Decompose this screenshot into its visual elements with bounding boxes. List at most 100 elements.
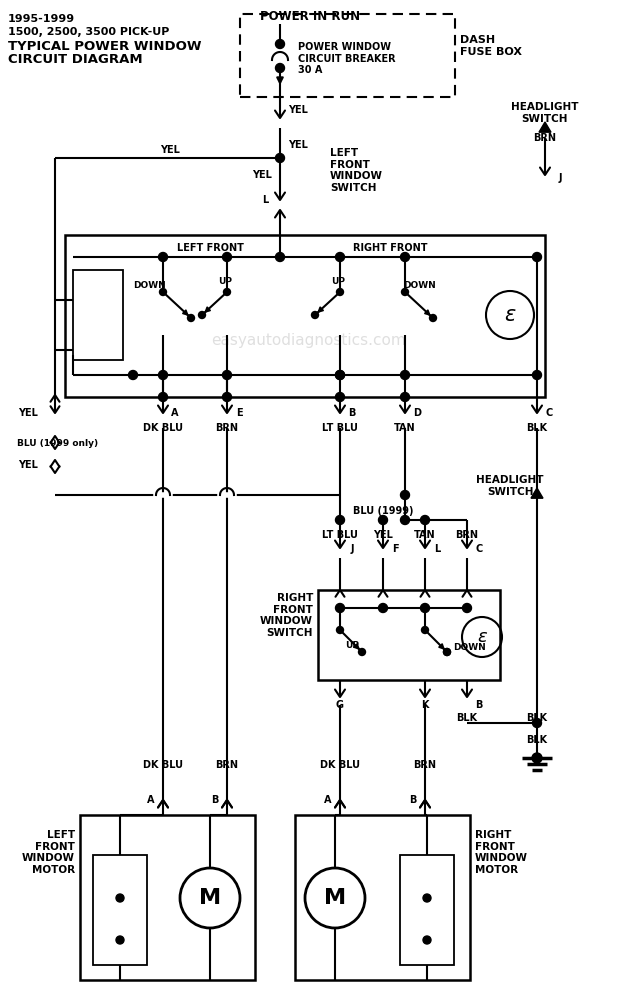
Circle shape — [336, 392, 344, 401]
Text: BRN: BRN — [216, 760, 239, 770]
Bar — [400, 855, 454, 965]
Text: BRN: BRN — [216, 423, 239, 433]
Circle shape — [358, 648, 365, 656]
Text: CIRCUIT DIAGRAM: CIRCUIT DIAGRAM — [8, 53, 143, 66]
Circle shape — [187, 314, 195, 322]
Circle shape — [276, 252, 284, 261]
Text: TAN: TAN — [394, 423, 416, 433]
Circle shape — [444, 648, 451, 656]
Text: UP: UP — [345, 641, 359, 650]
Circle shape — [378, 516, 387, 524]
Text: RIGHT
FRONT
WINDOW
SWITCH: RIGHT FRONT WINDOW SWITCH — [260, 593, 313, 638]
Text: YEL: YEL — [18, 460, 38, 470]
Text: RIGHT
FRONT
WINDOW
MOTOR: RIGHT FRONT WINDOW MOTOR — [475, 830, 528, 875]
Circle shape — [336, 370, 344, 379]
Text: ε: ε — [477, 628, 487, 646]
Text: YEL: YEL — [288, 140, 308, 150]
Text: YEL: YEL — [288, 105, 308, 115]
Text: DOWN: DOWN — [133, 280, 166, 290]
Text: LEFT
FRONT
WINDOW
MOTOR: LEFT FRONT WINDOW MOTOR — [22, 830, 75, 875]
Polygon shape — [531, 488, 543, 498]
Circle shape — [158, 392, 167, 401]
Text: DOWN: DOWN — [453, 643, 486, 652]
Circle shape — [224, 288, 231, 296]
Circle shape — [222, 392, 232, 401]
Bar — [240, 14, 455, 97]
Text: M: M — [324, 888, 346, 908]
Text: BRN: BRN — [533, 133, 556, 143]
Text: E: E — [235, 408, 242, 418]
Text: BLK: BLK — [527, 713, 548, 723]
Polygon shape — [539, 122, 551, 132]
Text: F: F — [392, 544, 399, 554]
Text: DK BLU: DK BLU — [320, 760, 360, 770]
Circle shape — [276, 64, 284, 73]
Text: J: J — [558, 173, 562, 183]
Circle shape — [462, 603, 472, 612]
Text: BLK: BLK — [527, 423, 548, 433]
Text: UP: UP — [331, 277, 345, 286]
Circle shape — [158, 252, 167, 261]
Circle shape — [420, 516, 430, 524]
Text: BLK: BLK — [527, 735, 548, 745]
Circle shape — [400, 370, 410, 379]
Text: DASH
FUSE BOX: DASH FUSE BOX — [460, 35, 522, 57]
Text: K: K — [421, 700, 429, 710]
Text: LT BLU: LT BLU — [322, 530, 358, 540]
Text: L: L — [262, 195, 268, 205]
Text: M: M — [199, 888, 221, 908]
Text: LT BLU: LT BLU — [322, 423, 358, 433]
Text: B: B — [409, 795, 417, 805]
Circle shape — [423, 936, 431, 944]
Text: YEL: YEL — [252, 170, 272, 180]
Text: DK BLU: DK BLU — [143, 760, 183, 770]
Text: B: B — [211, 795, 219, 805]
Bar — [73, 270, 123, 360]
Text: TYPICAL POWER WINDOW: TYPICAL POWER WINDOW — [8, 40, 201, 53]
Circle shape — [400, 252, 410, 261]
Text: POWER WINDOW
CIRCUIT BREAKER
30 A: POWER WINDOW CIRCUIT BREAKER 30 A — [298, 42, 396, 75]
Text: LEFT FRONT: LEFT FRONT — [177, 243, 243, 253]
Text: DOWN: DOWN — [404, 280, 436, 290]
Circle shape — [444, 648, 451, 656]
Text: J: J — [350, 544, 353, 554]
Text: DK BLU: DK BLU — [143, 423, 183, 433]
Text: RIGHT FRONT: RIGHT FRONT — [353, 243, 427, 253]
Circle shape — [336, 603, 344, 612]
Text: HEADLIGHT
SWITCH: HEADLIGHT SWITCH — [476, 475, 544, 497]
Bar — [93, 855, 147, 965]
Text: A: A — [147, 795, 154, 805]
Text: 1500, 2500, 3500 PICK-UP: 1500, 2500, 3500 PICK-UP — [8, 27, 169, 37]
Circle shape — [430, 314, 436, 322]
Circle shape — [336, 370, 344, 379]
Circle shape — [158, 370, 167, 379]
Circle shape — [402, 288, 408, 296]
Text: HEADLIGHT
SWITCH: HEADLIGHT SWITCH — [511, 102, 578, 124]
Circle shape — [222, 252, 232, 261]
Circle shape — [533, 370, 541, 379]
Text: C: C — [545, 408, 552, 418]
Text: 1995-1999: 1995-1999 — [8, 14, 75, 24]
Text: BRN: BRN — [455, 530, 478, 540]
Circle shape — [336, 252, 344, 261]
Bar — [295, 815, 470, 980]
Text: BLK: BLK — [457, 713, 478, 723]
Text: LEFT
FRONT
WINDOW
SWITCH: LEFT FRONT WINDOW SWITCH — [330, 148, 383, 193]
Circle shape — [533, 252, 541, 261]
Circle shape — [116, 936, 124, 944]
Circle shape — [336, 516, 344, 524]
Text: YEL: YEL — [18, 408, 38, 418]
Text: UP: UP — [218, 277, 232, 286]
Circle shape — [198, 312, 206, 318]
Bar — [65, 235, 545, 397]
Circle shape — [336, 626, 344, 634]
Circle shape — [276, 39, 284, 48]
Text: ε: ε — [504, 305, 515, 325]
Circle shape — [116, 894, 124, 902]
Text: C: C — [475, 544, 483, 554]
Text: G: G — [336, 700, 344, 710]
Circle shape — [533, 718, 541, 728]
Text: A: A — [171, 408, 179, 418]
Circle shape — [311, 312, 318, 318]
Circle shape — [378, 603, 387, 612]
